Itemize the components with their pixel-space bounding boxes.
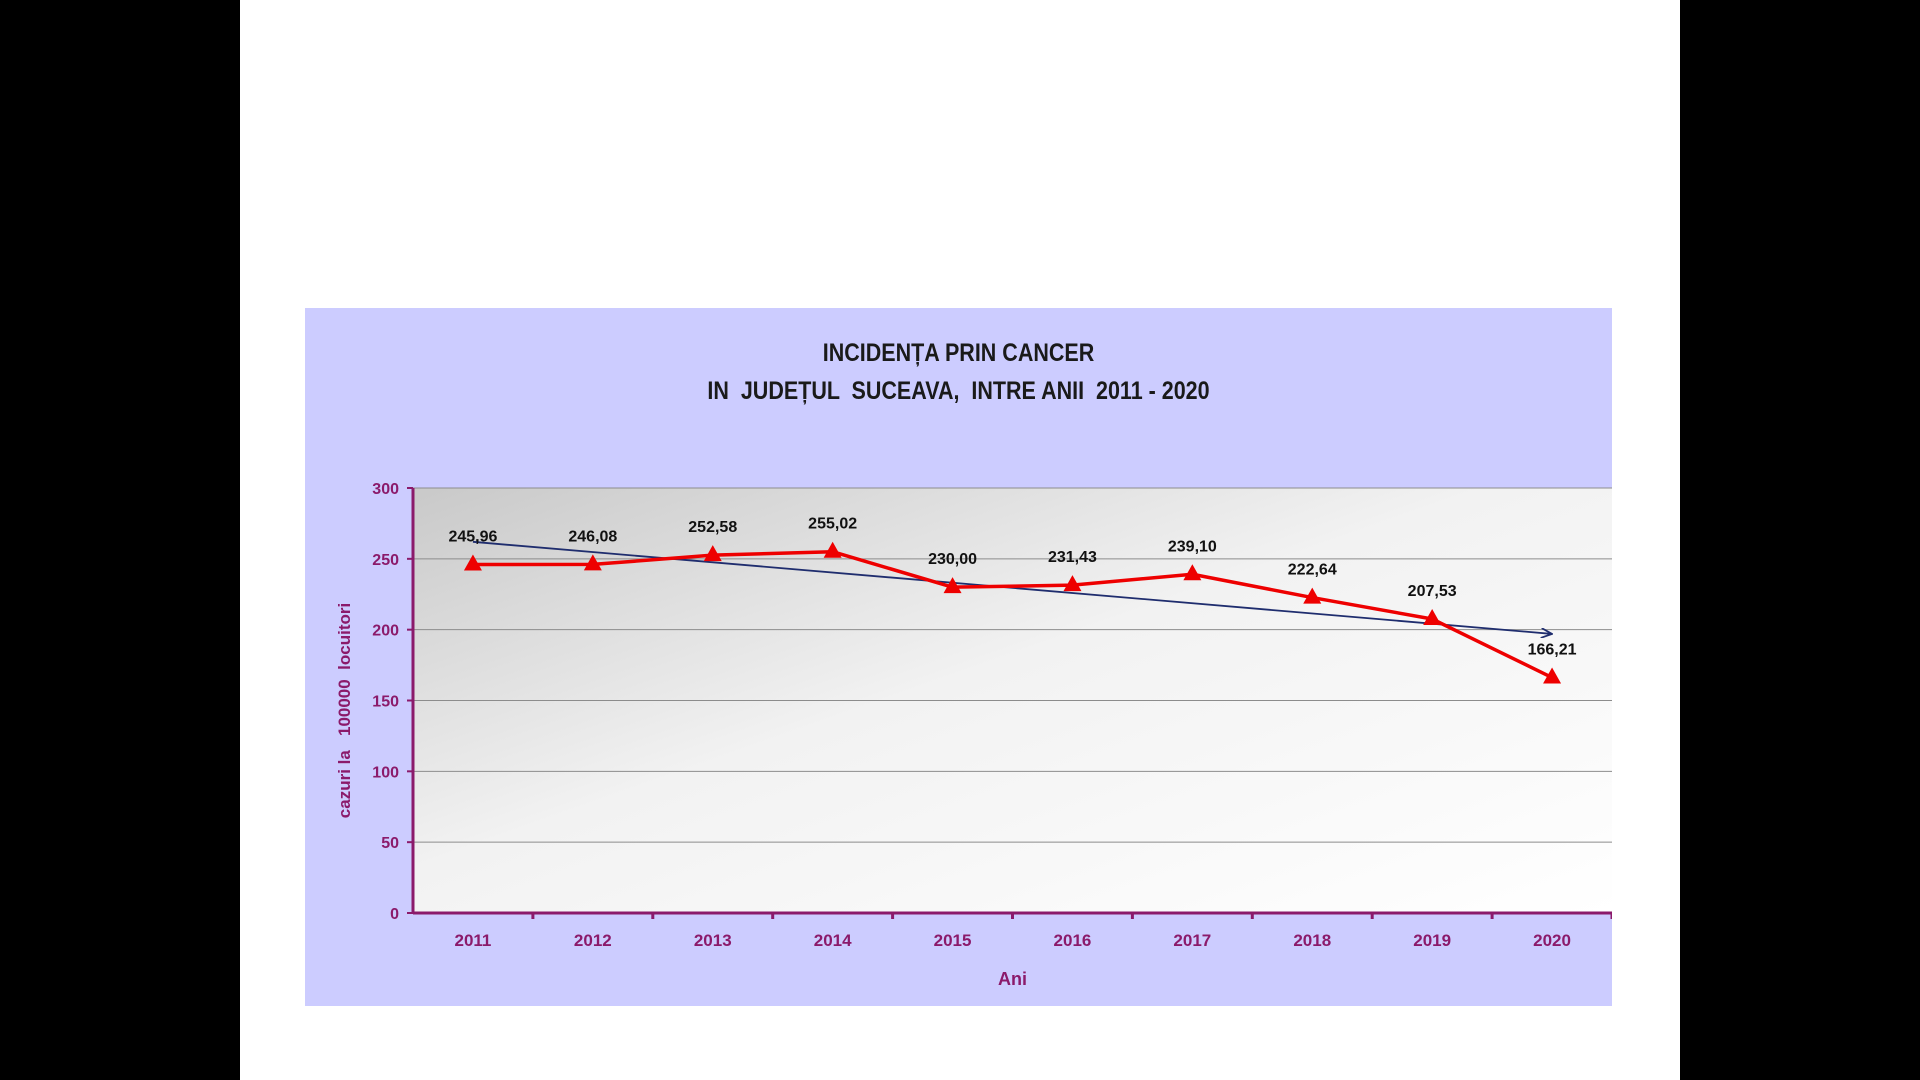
series-line xyxy=(472,549,1553,680)
data-label: 222,64 xyxy=(1288,562,1337,579)
data-point-marker xyxy=(1543,667,1562,684)
data-point-marker xyxy=(823,541,842,558)
y-tick-label: 250 xyxy=(372,552,399,569)
data-point-marker xyxy=(1063,575,1082,592)
x-tick-label: 2019 xyxy=(1413,931,1451,950)
y-tick-label: 0 xyxy=(390,906,399,923)
data-label: 230,00 xyxy=(928,551,977,568)
data-label: 252,58 xyxy=(688,519,737,536)
x-tick-label: 2015 xyxy=(934,931,972,950)
y-axis-title: cazuri la 100000 locuitori xyxy=(335,603,354,818)
y-tick-label: 150 xyxy=(372,694,399,711)
data-point-marker xyxy=(1423,608,1442,625)
data-label: 207,53 xyxy=(1408,583,1457,600)
x-tick-label: 2013 xyxy=(694,931,732,950)
x-tick-label: 2012 xyxy=(574,931,612,950)
data-label: 246,08 xyxy=(568,528,617,545)
slide: INCIDENȚA PRIN CANCER IN JUDEȚUL SUCEAVA… xyxy=(240,0,1680,1080)
x-tick-label: 2017 xyxy=(1173,931,1211,950)
data-point-marker xyxy=(943,577,962,594)
x-tick-label: 2016 xyxy=(1054,931,1092,950)
data-label: 166,21 xyxy=(1528,642,1577,659)
y-tick-label: 200 xyxy=(372,623,399,640)
data-point-marker xyxy=(583,554,602,571)
chart-title-block: INCIDENȚA PRIN CANCER IN JUDEȚUL SUCEAVA… xyxy=(396,334,1520,410)
y-tick-label: 50 xyxy=(381,835,399,852)
chart-subtitle: IN JUDEȚUL SUCEAVA, INTRE ANII 2011 - 20… xyxy=(707,377,1210,405)
data-label: 245,96 xyxy=(448,529,497,546)
chart-panel: INCIDENȚA PRIN CANCER IN JUDEȚUL SUCEAVA… xyxy=(305,308,1612,1006)
y-tick-label: 100 xyxy=(372,764,399,781)
data-point-marker xyxy=(703,545,722,562)
chart-title: INCIDENȚA PRIN CANCER xyxy=(822,339,1095,367)
data-label: 255,02 xyxy=(808,516,857,533)
line-chart: 0 50 100 150 200 250 300 2011 2012 2013 2014 2015 20… xyxy=(335,481,1612,989)
x-tick-label: 2011 xyxy=(455,931,492,950)
x-tick-label: 2020 xyxy=(1533,931,1571,950)
x-tick-label: 2014 xyxy=(814,931,852,950)
x-tick-label: 2018 xyxy=(1293,931,1331,950)
data-label: 239,10 xyxy=(1168,538,1217,555)
data-point-marker xyxy=(1183,564,1202,581)
data-point-marker xyxy=(463,554,482,571)
data-label: 231,43 xyxy=(1048,549,1097,566)
x-axis-title: Ani xyxy=(998,969,1027,989)
data-point-marker xyxy=(1303,587,1322,604)
y-tick-label: 300 xyxy=(372,481,399,498)
